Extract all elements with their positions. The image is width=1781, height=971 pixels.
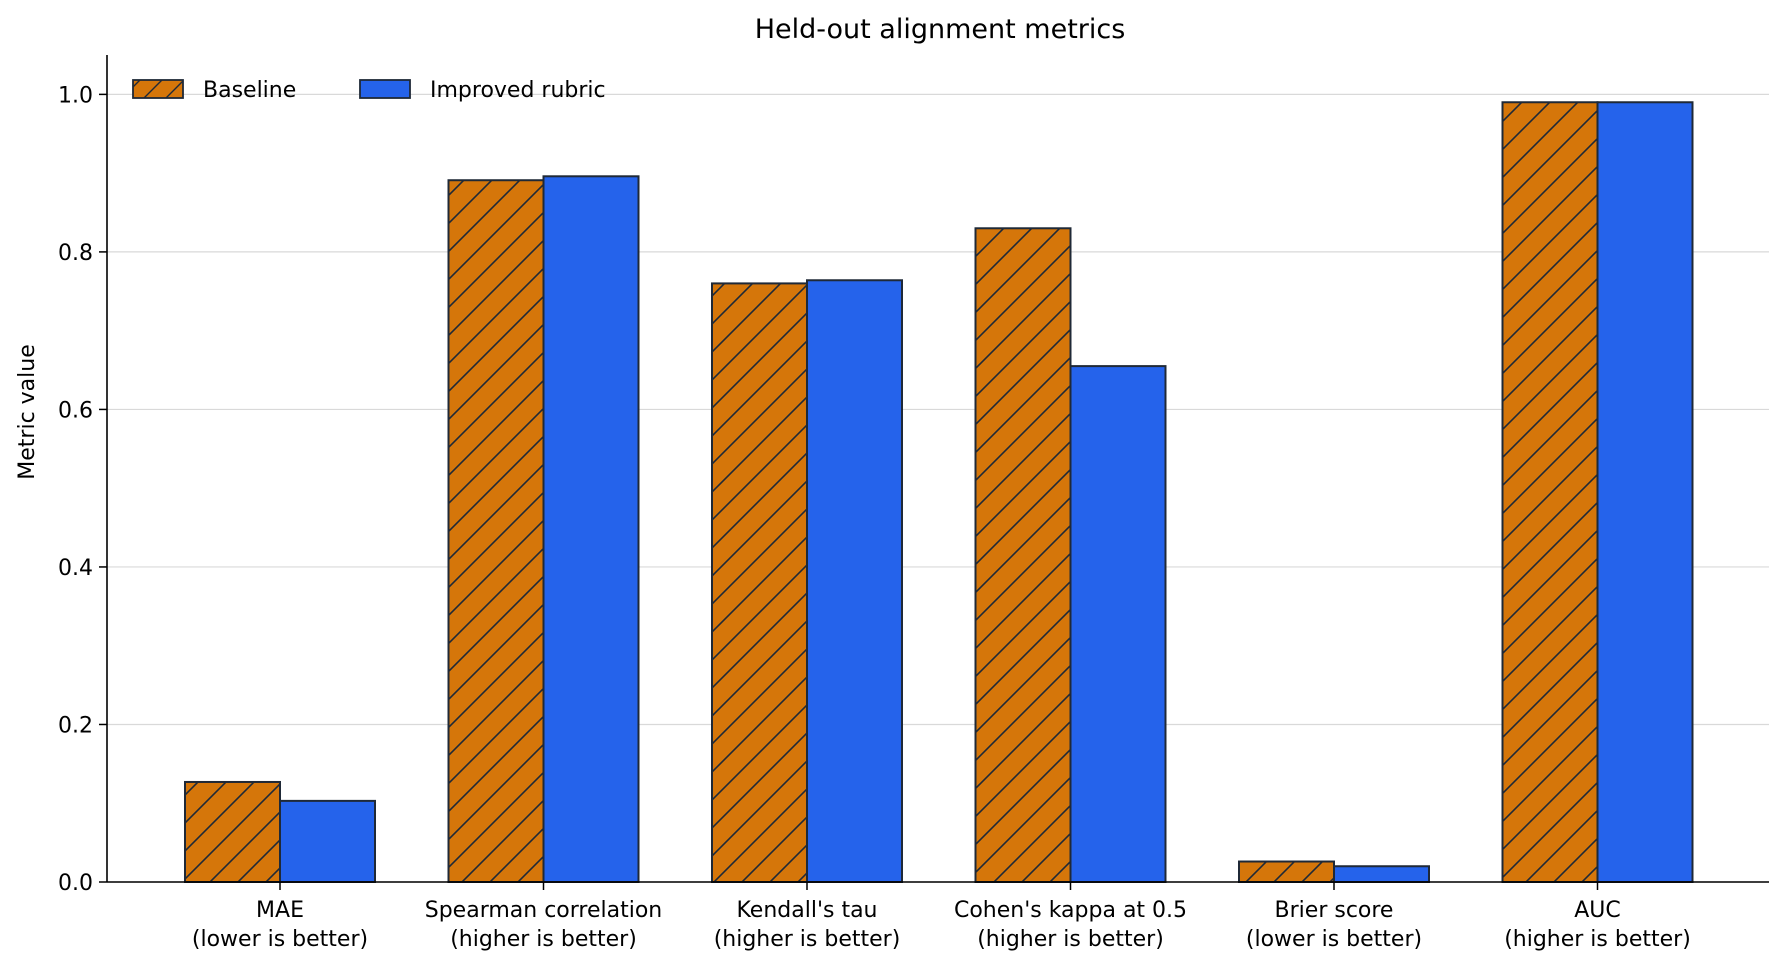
y-axis-label: Metric value <box>15 344 40 479</box>
legend: Baseline Improved rubric <box>132 78 606 103</box>
bar-baseline <box>974 227 1072 883</box>
x-tick-label: Brier score <box>1275 898 1394 923</box>
x-tick-label: Cohen's kappa at 0.5 <box>954 898 1187 923</box>
bar-improved-rubric <box>279 799 376 884</box>
bar-baseline <box>184 780 281 883</box>
legend-swatch <box>359 79 411 99</box>
bar-improved-rubric <box>806 279 903 883</box>
x-tick-label-note: (higher is better) <box>714 927 901 952</box>
tick-labels: 0.0 0.2 0.4 0.6 0.8 1.0 <box>58 83 93 896</box>
x-tick-label-note: (higher is better) <box>977 927 1164 952</box>
category-labels: MAE (lower is better) Spearman correlation… <box>192 898 1691 952</box>
legend-label: Baseline <box>203 78 296 103</box>
x-tick-label-note: (higher is better) <box>450 927 637 952</box>
x-tick-label-note: (higher is better) <box>1504 927 1691 952</box>
legend-swatch <box>132 79 184 99</box>
x-tick-label-note: (lower is better) <box>1246 927 1422 952</box>
y-tick-label: 0.8 <box>58 241 93 266</box>
x-tick-label: Kendall's tau <box>736 898 877 923</box>
y-tick-label: 1.0 <box>58 83 93 108</box>
x-tick-label: AUC <box>1574 898 1621 923</box>
legend-label: Improved rubric <box>430 78 606 103</box>
y-tick-label: 0.2 <box>58 713 93 738</box>
axes <box>99 55 1769 890</box>
x-tick-label-note: (lower is better) <box>192 927 368 952</box>
y-tick-label: 0.0 <box>58 871 93 896</box>
bar-baseline <box>1501 101 1599 883</box>
x-tick-label: Spearman correlation <box>425 898 663 923</box>
bars <box>184 101 1694 884</box>
y-tick-label: 0.4 <box>58 556 93 581</box>
bar-improved-rubric <box>1069 365 1167 884</box>
bar-baseline <box>711 282 808 883</box>
bar-improved-rubric <box>542 175 640 883</box>
x-tick-label: MAE <box>256 898 304 923</box>
bar-baseline <box>447 179 545 883</box>
bar-improved-rubric <box>1596 101 1694 883</box>
chart-title: Held-out alignment metrics <box>755 14 1126 45</box>
y-tick-label: 0.6 <box>58 398 93 423</box>
bar-baseline <box>1238 860 1335 884</box>
bar-improved-rubric <box>1333 865 1430 884</box>
